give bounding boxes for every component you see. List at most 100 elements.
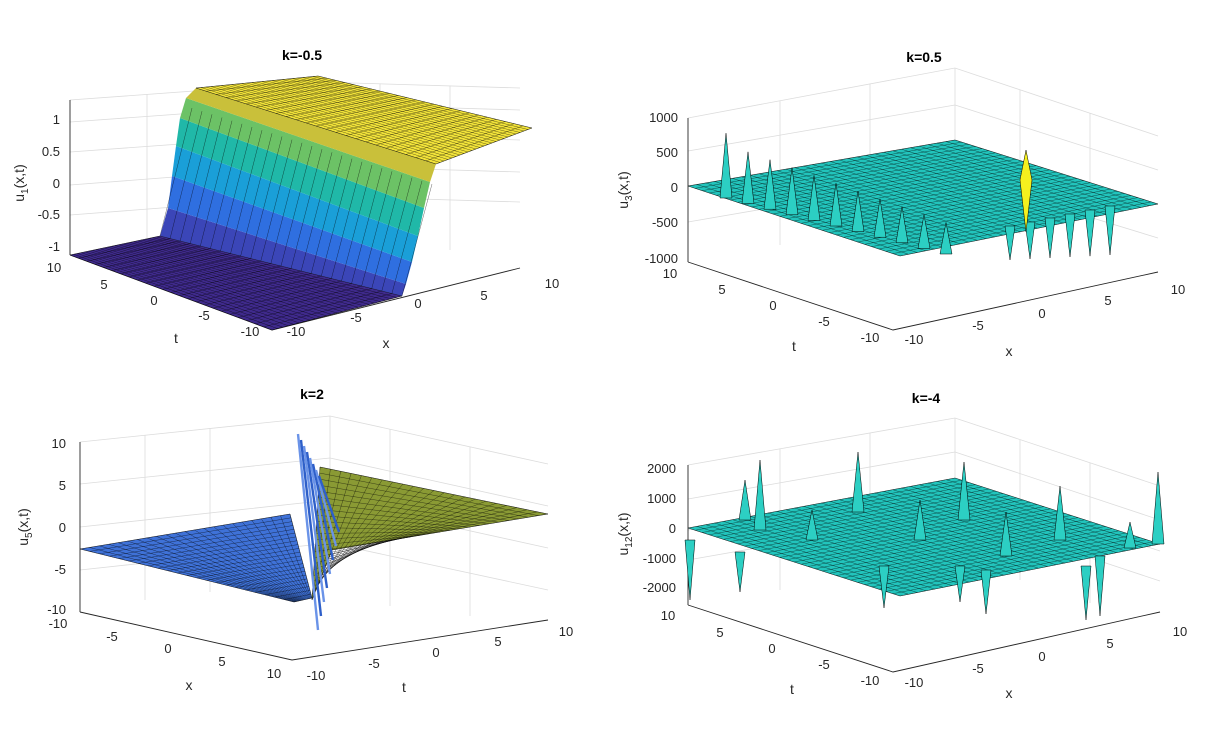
panel-3-mesh-line: [196, 559, 303, 579]
panel-4-axes: [687, 465, 1161, 673]
panel-3-mesh-line: [264, 586, 310, 595]
panel-2-spike: [829, 183, 843, 227]
panel-3-ztick: -5: [54, 562, 66, 577]
panel-1-ztick: -1: [48, 239, 60, 254]
panel-4-mesh-line: [878, 537, 1140, 590]
panel-3-wall-strip: [317, 475, 341, 533]
panel-1-mesh-line: [302, 77, 521, 133]
panel-4-spike: [805, 509, 819, 541]
panel-1-t-tick: -10: [241, 324, 260, 339]
panel-3-axes: [79, 442, 549, 661]
panel-1-rise-band-6: [186, 88, 436, 182]
panel-2-spike: [873, 198, 887, 238]
panel-2-spike: [763, 159, 777, 210]
panel-3-mesh-line: [326, 501, 486, 564]
panel-1-rise-line: [159, 107, 193, 237]
panel-2-x-axis-label: x: [1006, 343, 1013, 359]
panel-1-ztick: 1: [53, 112, 60, 127]
panel-4-t-tick: 10: [661, 608, 675, 623]
panel-3-ztick: 5: [59, 478, 66, 493]
panel-2-spike: [895, 206, 909, 244]
panel-4-spike-down: [1080, 565, 1092, 621]
panel-1-x-tick: 10: [545, 276, 559, 291]
panel-4-spike: [851, 451, 865, 513]
panel-1-rise-band-5: [180, 98, 430, 208]
panel-1-rise-line: [290, 149, 323, 269]
panel-4-ztick: -2000: [643, 580, 676, 595]
panel-1-rise-line: [371, 174, 403, 289]
panel-1-rise-line: [391, 180, 423, 294]
panel-1-rise-line: [361, 171, 393, 287]
panel-3-mesh-line: [330, 509, 528, 555]
panel-2-mesh-line: [954, 139, 1159, 205]
panel-1-mesh-line: [152, 237, 392, 300]
panel-1-x-tick: 0: [414, 296, 421, 311]
panel-1-zticks: 1 0.5 0 -0.5 -1: [38, 112, 60, 254]
panel-3-t-tick: -5: [368, 656, 380, 671]
panel-1-rise-line: [280, 145, 313, 267]
panel-1-x-axis-label: x: [383, 335, 390, 351]
panel-4-mesh-line: [892, 541, 1154, 594]
panel-3-title: k=2: [300, 386, 324, 402]
panel-2-spike-down: [1104, 205, 1116, 256]
panel-4-zticks: 2000 1000 0 -1000 -2000: [643, 461, 676, 595]
panel-4-x-tick: 10: [1173, 624, 1187, 639]
panel-1-rise-line: [200, 120, 233, 247]
panel-2-mesh-line: [910, 147, 1116, 213]
panel-4-spike-down: [684, 539, 696, 601]
panel-2-mesh-line: [937, 142, 1141, 208]
panel-4-ztick: -1000: [643, 551, 676, 566]
panel-1-mesh-line: [312, 76, 529, 130]
panel-3-mesh-line: [251, 520, 309, 599]
panel-4-t-tick: -10: [861, 673, 880, 688]
panel-4-mesh-line: [885, 539, 1147, 592]
panel-2-right-ticks: -10 -5 0 5 10: [905, 282, 1186, 347]
panel-1-t-axis-label: t: [174, 330, 178, 346]
panel-2-ztick: -500: [652, 215, 678, 230]
panel-1-t-tick: -5: [198, 308, 210, 323]
panel-1-rise-line: [300, 152, 333, 272]
panel-1-mesh-line: [144, 238, 381, 302]
panel-2-x-tick: 5: [1104, 293, 1111, 308]
panel-1-mesh-line: [271, 295, 403, 331]
panel-1-rise-line: [270, 142, 303, 264]
panel-1-mesh-line: [297, 77, 517, 135]
panel-1-left-ticks: 10 5 0 -5 -10: [47, 260, 260, 339]
panel-4-spike: [913, 499, 927, 541]
panel-4-mesh-line: [919, 484, 1126, 552]
panel-1-x-tick: 5: [480, 288, 487, 303]
panel-3-ztick: 0: [59, 520, 66, 535]
panel-3-mesh-line: [235, 574, 307, 588]
panel-1-rise-band-4: [176, 118, 424, 236]
panel-3-mesh-line: [223, 525, 307, 600]
panel-3-wall-strip: [311, 463, 335, 561]
panel-1-rise-line: [190, 117, 223, 244]
panel-3-right-ticks: -10 -5 0 5 10: [307, 624, 574, 683]
panel-1-mesh-line: [148, 238, 386, 301]
panel-1-ztick: -0.5: [38, 207, 60, 222]
panel-4-title: k=-4: [912, 390, 941, 406]
panel-4-mesh-line: [946, 479, 1152, 546]
panel-3-mesh-line: [206, 563, 304, 581]
panel-1-t-tick: 5: [100, 277, 107, 292]
panel-2-zticks: 1000 500 0 -500 -1000: [645, 110, 678, 266]
panel-4-spike: [1053, 485, 1067, 541]
panel-3-mesh-line: [315, 535, 421, 546]
panel-1-rise-line: [179, 114, 213, 242]
panel-1-t-tick: 10: [47, 260, 61, 275]
panel-2-spike-down: [1084, 209, 1096, 257]
panel-4-t-tick: 0: [768, 641, 775, 656]
panel-3-mesh-line: [331, 513, 549, 551]
panel-2-left-ticks: 10 5 0 -5 -10: [663, 266, 880, 345]
panel-2-mesh-line: [871, 195, 1131, 247]
panel-3-mesh-line: [203, 528, 305, 600]
panel-1-ztick: 0: [53, 176, 60, 191]
panel-2-ztick: -1000: [645, 251, 678, 266]
panel-2-ztick: 1000: [649, 110, 678, 125]
panel-3-wall-strip: [305, 451, 329, 589]
panel-3-mesh-line: [216, 567, 305, 583]
panel-3-mesh-line: [327, 503, 497, 562]
panel-4-spikes: [684, 451, 1165, 621]
panel-2-spike: [851, 191, 865, 232]
